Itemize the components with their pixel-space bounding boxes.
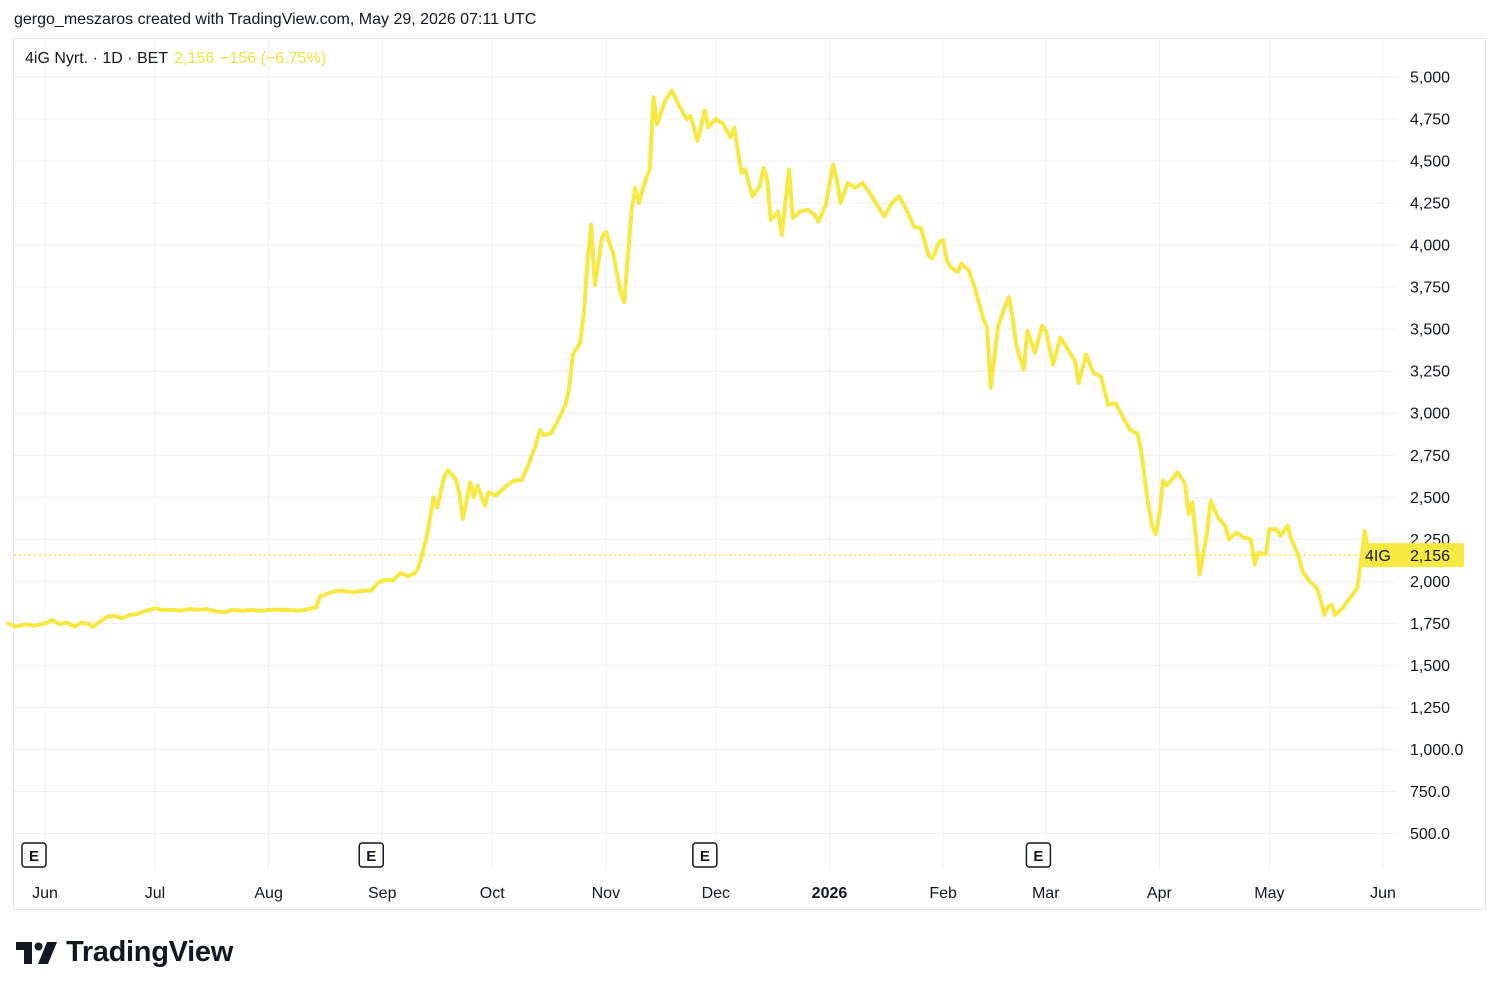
legend-change: −156 (−6.75%): [220, 50, 327, 67]
earnings-marker[interactable]: E: [358, 842, 385, 868]
x-tick-label: Jun: [1370, 885, 1396, 902]
y-axis: 5,000 4,750 4,500 4,250 4,000 3,750 3,500 3,250…: [1410, 70, 1463, 844]
y-tick-label: 5,000: [1410, 70, 1450, 87]
x-tick-label: Apr: [1147, 885, 1173, 902]
earnings-marker-label: E: [700, 848, 710, 865]
chart-frame: [13, 38, 1486, 910]
tradingview-logo[interactable]: TradingView: [16, 936, 233, 969]
earnings-marker[interactable]: E: [21, 842, 47, 868]
y-tick-label: 3,000: [1410, 406, 1450, 423]
earnings-marker-label: E: [29, 848, 39, 865]
tradingview-logo-text: TradingView: [66, 936, 233, 968]
x-axis: Jun Jul Aug Sep Oct Nov Dec 2026 Feb Mar Apr May Jun: [32, 885, 1396, 902]
earnings-marker-box: [692, 842, 718, 868]
x-tick-label: Jul: [145, 885, 165, 902]
y-tick-label: 4,250: [1410, 196, 1450, 213]
y-tick-label: 2,750: [1410, 448, 1450, 465]
price-tag-value: 2,156: [1410, 548, 1450, 565]
x-tick-label: May: [1254, 885, 1284, 902]
legend-last-price: 2,156: [174, 50, 215, 67]
y-tick-label: 1,500: [1410, 658, 1450, 675]
y-tick-label: 750.0: [1410, 784, 1450, 801]
earnings-marker-box: [21, 842, 47, 868]
earnings-marker[interactable]: E: [1025, 842, 1052, 868]
symbol-legend: 4iG Nyrt. · 1D · BET 2,156 −156 (−6.75%): [25, 50, 326, 68]
y-tick-label: 3,250: [1410, 364, 1450, 381]
x-tick-label: Aug: [254, 885, 282, 902]
x-tick-label: Oct: [480, 885, 505, 902]
y-tick-label: 4,500: [1410, 154, 1450, 171]
y-tick-label: 1,750: [1410, 616, 1450, 633]
price-tag-background: [1361, 543, 1464, 568]
y-tick-label: 2,500: [1410, 490, 1450, 507]
grid-lines: [14, 40, 1397, 870]
y-tick-label: 4,000: [1410, 238, 1450, 255]
y-tick-label: 3,500: [1410, 322, 1450, 339]
x-tick-label: Sep: [368, 885, 397, 902]
series-layer: [6, 88, 1374, 629]
last-price-tag: 4IG 2,156: [1361, 543, 1464, 568]
x-tick-label: Jun: [32, 885, 58, 902]
earnings-marker-box: [358, 842, 385, 868]
legend-symbol: 4iG Nyrt. · 1D · BET: [25, 50, 169, 67]
x-tick-label: 2026: [812, 885, 848, 902]
y-tick-label: 2,000: [1410, 574, 1450, 591]
y-tick-label: 500.0: [1410, 826, 1450, 843]
earnings-marker[interactable]: E: [692, 842, 718, 868]
tradingview-logo-icon: [16, 941, 57, 964]
earnings-marker-label: E: [1033, 848, 1043, 865]
y-tick-label: 3,750: [1410, 280, 1450, 297]
x-tick-label: Dec: [702, 885, 730, 902]
y-tick-label: 1,250: [1410, 700, 1450, 717]
y-tick-label: 1,000.0: [1410, 742, 1463, 759]
earnings-marker-label: E: [366, 848, 376, 865]
x-tick-label: Mar: [1032, 885, 1060, 902]
earnings-marker-box: [1025, 842, 1052, 868]
price-tag-ticker: 4IG: [1365, 548, 1391, 565]
chart-caption: gergo_meszaros created with TradingView.…: [14, 11, 537, 28]
x-tick-label: Nov: [592, 885, 620, 902]
price-series-line[interactable]: [6, 88, 1374, 629]
y-tick-label: 4,750: [1410, 112, 1450, 129]
x-tick-label: Feb: [929, 885, 957, 902]
